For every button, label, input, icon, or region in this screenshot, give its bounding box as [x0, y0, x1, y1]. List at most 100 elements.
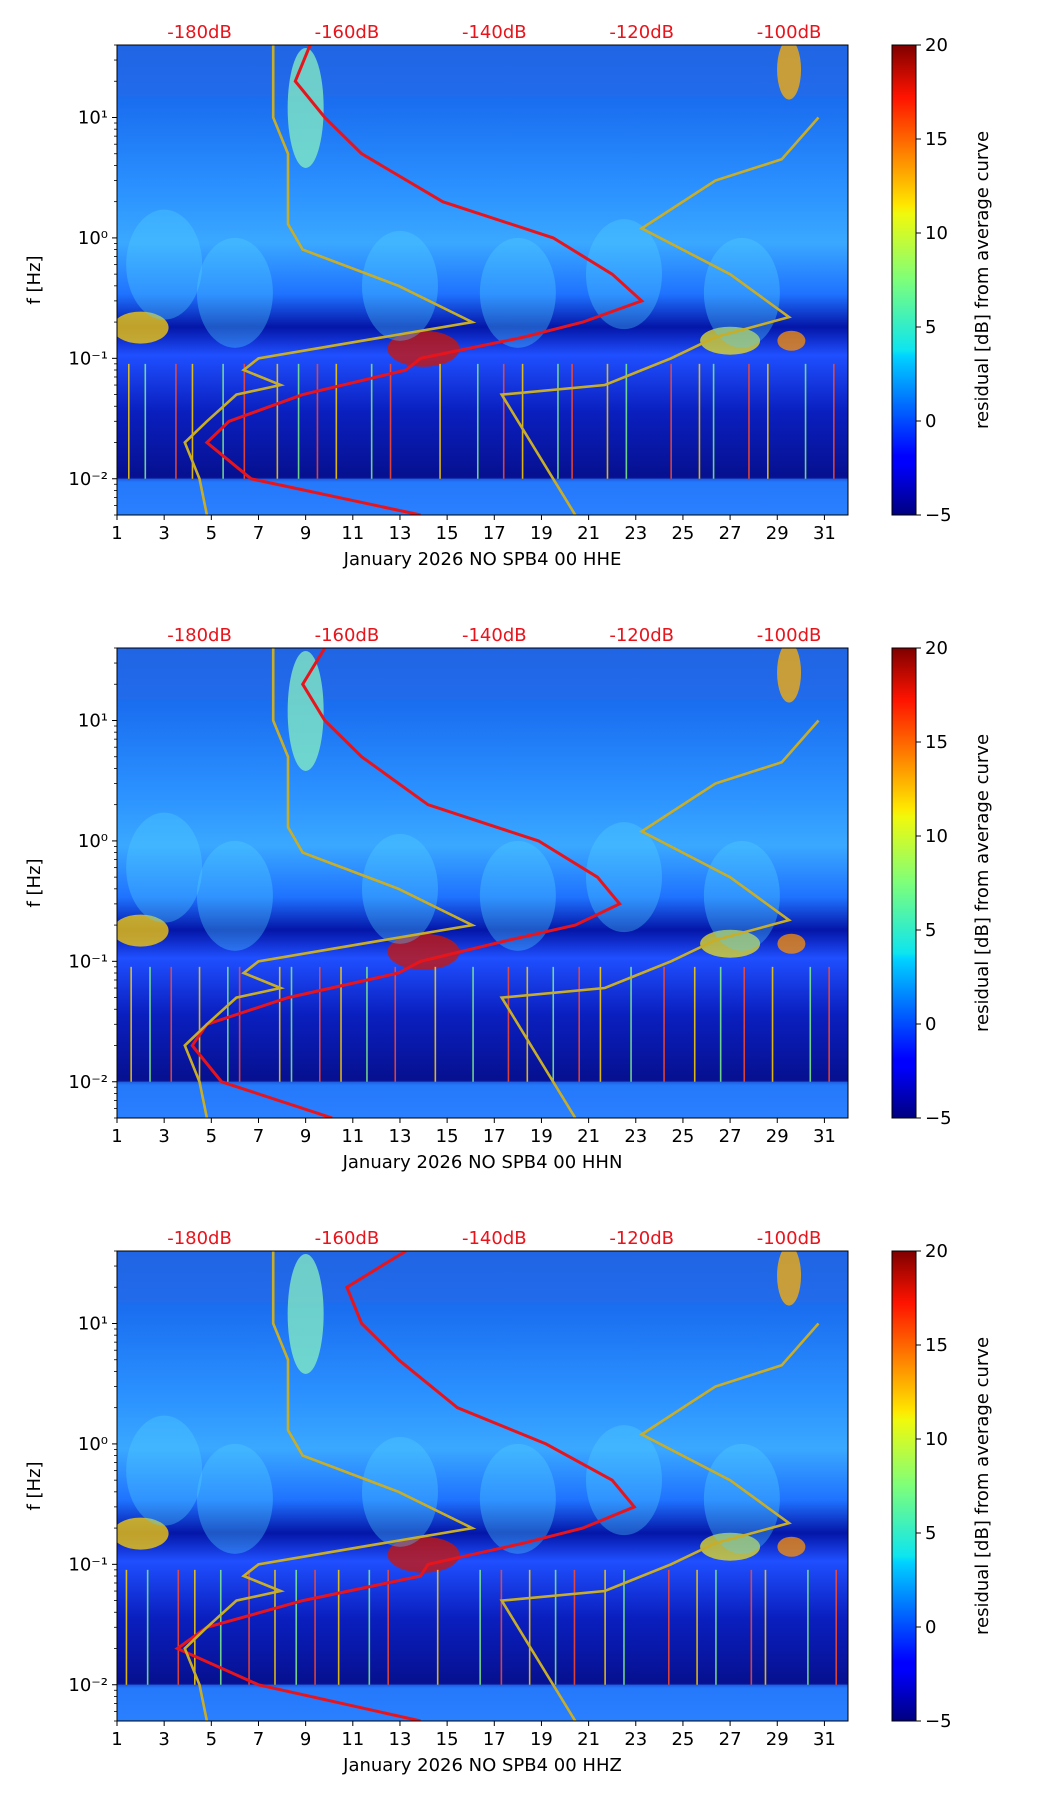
high-noise-model-curve: [499, 116, 820, 515]
x-tick-label: 1: [111, 523, 122, 544]
plume-4: [479, 840, 556, 951]
residual-patch-1: [117, 311, 169, 344]
db-scale-label: -160dB: [315, 22, 380, 43]
residual-patch-1: [117, 1517, 169, 1550]
db-scale-label: -180dB: [167, 625, 232, 646]
x-tick-label: 29: [766, 1126, 789, 1147]
residual-patch-2: [387, 1536, 460, 1573]
x-tick-label: 7: [253, 1729, 264, 1750]
x-tick-label: 27: [719, 1126, 742, 1147]
residual-patch-2: [387, 330, 460, 367]
spectrogram-background: [117, 45, 848, 515]
x-tick-label: 15: [436, 1126, 459, 1147]
colorbar-tick-label: 0: [925, 1617, 936, 1638]
low-noise-model-curve: [183, 648, 477, 1118]
colorbar-tick-label: 20: [925, 35, 948, 56]
y-tick-label: 10⁻²: [68, 1072, 108, 1093]
plot-area: [117, 1251, 848, 1721]
colorbar-label: residual [dB] from average curve: [972, 1337, 993, 1635]
colorbar-tick-label: 10: [925, 1429, 948, 1450]
x-tick-label: 25: [671, 1729, 694, 1750]
residual-patch-2: [387, 933, 460, 970]
average-noise-curve: [190, 648, 622, 1118]
db-scale-label: -120dB: [609, 625, 674, 646]
x-tick-label: 29: [766, 523, 789, 544]
x-tick-label: 13: [389, 1126, 412, 1147]
x-tick-label: 11: [341, 1126, 364, 1147]
residual-patch-3: [700, 929, 761, 958]
colorbar-tick-label: 15: [925, 1335, 948, 1356]
x-tick-label: 17: [483, 1729, 506, 1750]
db-scale-label: -180dB: [167, 1228, 232, 1249]
colorbar-tick-label: 5: [925, 1523, 936, 1544]
db-scale-label: -120dB: [609, 1228, 674, 1249]
db-scale-label: -120dB: [609, 22, 674, 43]
x-tick-label: 31: [813, 523, 836, 544]
residual-patch-6: [777, 1251, 802, 1306]
plume-6: [703, 840, 780, 951]
x-tick-label: 3: [158, 523, 169, 544]
x-tick-label: 19: [530, 523, 553, 544]
plume-1: [126, 812, 203, 923]
x-tick-label: 11: [341, 523, 364, 544]
db-scale-label: -140dB: [462, 1228, 527, 1249]
y-tick-label: 10⁰: [78, 228, 108, 249]
high-noise-model-curve: [499, 719, 820, 1118]
plume-1: [126, 209, 203, 320]
plume-4: [479, 1443, 556, 1554]
x-tick-label: 25: [671, 523, 694, 544]
x-tick-label: 27: [719, 1729, 742, 1750]
db-scale-label: -100dB: [757, 1228, 822, 1249]
x-tick-label: 13: [389, 1729, 412, 1750]
plume-5: [585, 822, 662, 933]
plume-1: [126, 1415, 203, 1526]
y-tick-label: 10⁻¹: [68, 348, 108, 369]
colorbar-tick-label: −5: [925, 1108, 952, 1129]
colorbar-tick-label: 5: [925, 317, 936, 338]
colorbar-tick-label: 5: [925, 920, 936, 941]
x-tick-label: 9: [300, 523, 311, 544]
high-frequency-band: [117, 648, 848, 700]
plume-2: [196, 1443, 273, 1554]
colorbar-tick-label: −5: [925, 505, 952, 526]
colorbar-tick-label: 15: [925, 732, 948, 753]
y-tick-label: 10¹: [78, 1313, 108, 1334]
residual-patch-6: [777, 648, 802, 703]
colorbar-tick-label: 15: [925, 129, 948, 150]
axes-frame: [116, 1250, 849, 1722]
x-tick-label: 23: [624, 1126, 647, 1147]
colorbar-tick-label: 10: [925, 826, 948, 847]
residual-patch-6: [777, 45, 802, 100]
residual-patch-3: [700, 1532, 761, 1561]
colorbar: [891, 647, 917, 1119]
residual-patch-5: [287, 650, 324, 771]
y-tick-label: 10⁻¹: [68, 951, 108, 972]
high-frequency-band: [117, 1251, 848, 1303]
average-noise-curve: [204, 45, 645, 515]
x-tick-label: 23: [624, 1729, 647, 1750]
x-tick-label: 15: [436, 1729, 459, 1750]
plot-area: [117, 648, 848, 1118]
colorbar-tick-label: 0: [925, 411, 936, 432]
colorbar-tick-label: −5: [925, 1711, 952, 1732]
x-tick-label: 29: [766, 1729, 789, 1750]
plume-2: [196, 237, 273, 348]
high-frequency-band: [117, 45, 848, 97]
x-tick-label: 5: [206, 1126, 217, 1147]
colorbar-tick-label: 20: [925, 638, 948, 659]
colorbar-tick-label: 20: [925, 1241, 948, 1262]
x-tick-label: 11: [341, 1729, 364, 1750]
x-tick-label: 5: [206, 523, 217, 544]
x-tick-label: 5: [206, 1729, 217, 1750]
plume-6: [703, 1443, 780, 1554]
plume-5: [585, 1425, 662, 1536]
low-frequency-band: [117, 1081, 848, 1118]
plume-6: [703, 237, 780, 348]
db-scale-label: -160dB: [315, 625, 380, 646]
average-noise-curve: [174, 1251, 637, 1721]
y-tick-label: 10⁰: [78, 1434, 108, 1455]
